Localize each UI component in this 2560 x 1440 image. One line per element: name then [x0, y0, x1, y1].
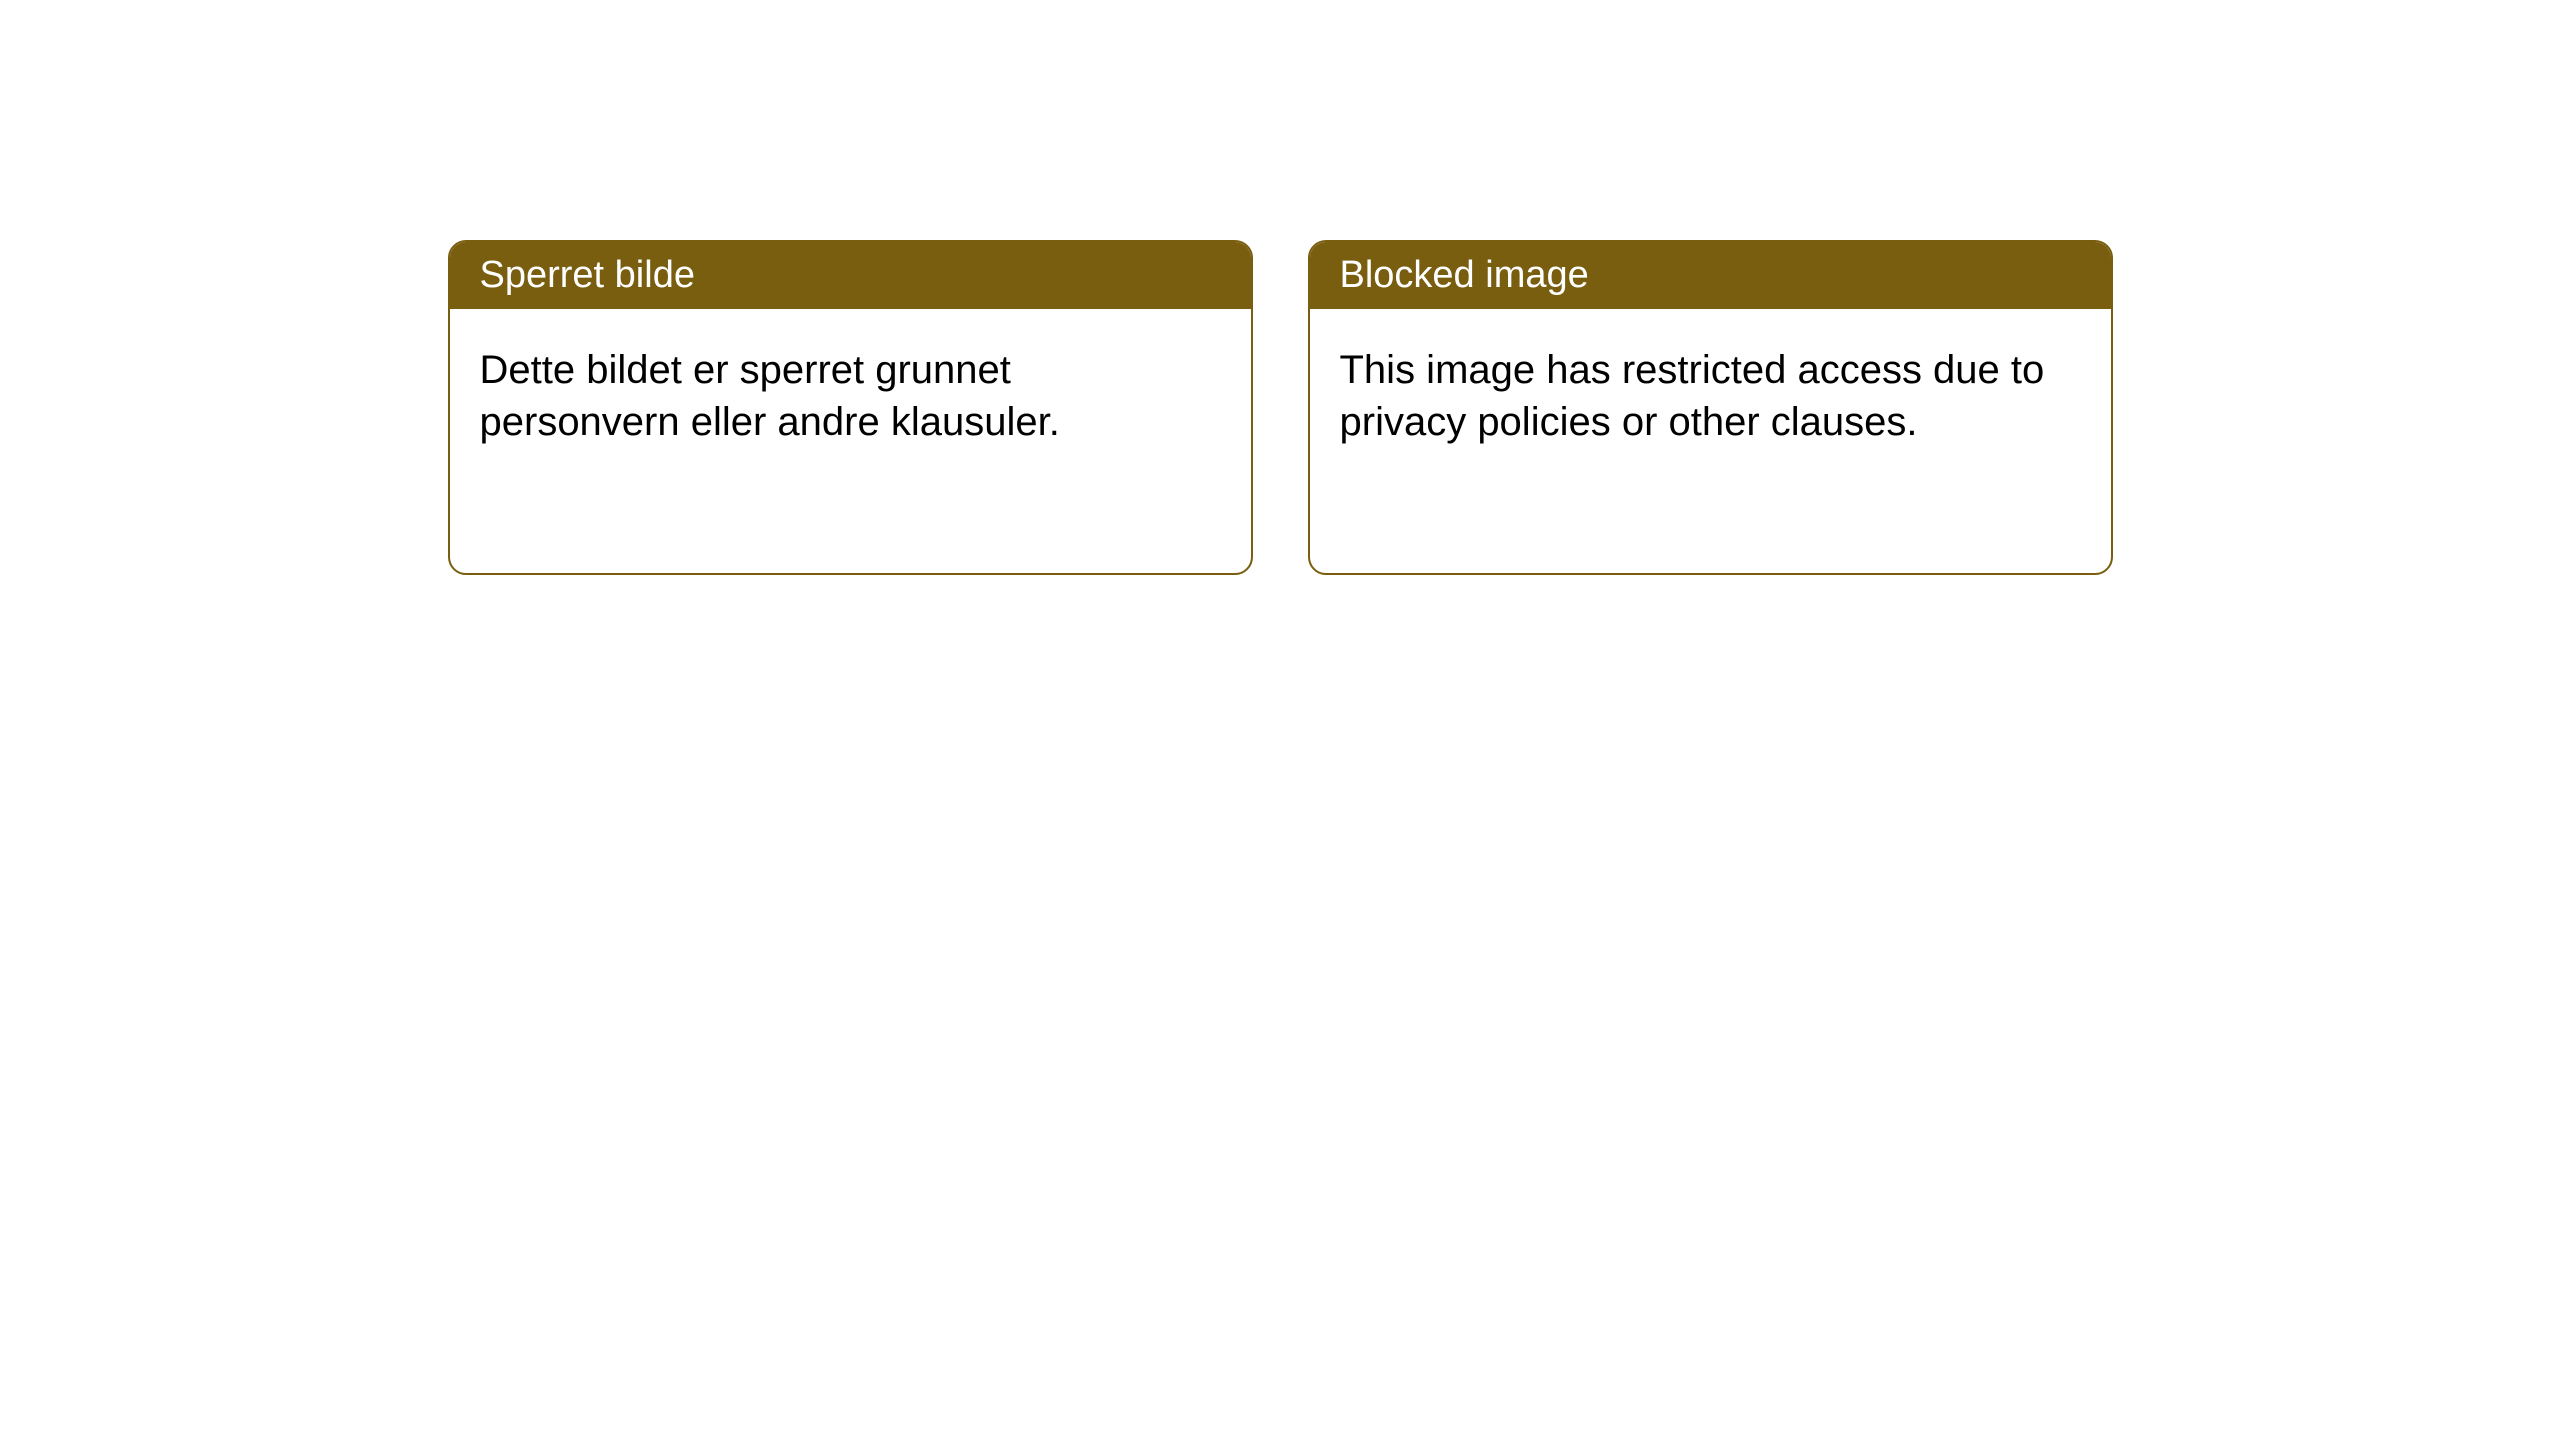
blocked-image-card-no: Sperret bilde Dette bildet er sperret gr… — [448, 240, 1253, 575]
cards-container: Sperret bilde Dette bildet er sperret gr… — [448, 240, 2113, 575]
card-title: Sperret bilde — [480, 254, 695, 296]
card-header: Blocked image — [1310, 242, 2111, 309]
card-body: This image has restricted access due to … — [1310, 309, 2111, 483]
card-title: Blocked image — [1340, 254, 1589, 296]
card-body: Dette bildet er sperret grunnet personve… — [450, 309, 1251, 483]
card-body-text: This image has restricted access due to … — [1340, 348, 2045, 444]
blocked-image-card-en: Blocked image This image has restricted … — [1308, 240, 2113, 575]
card-body-text: Dette bildet er sperret grunnet personve… — [480, 348, 1060, 444]
card-header: Sperret bilde — [450, 242, 1251, 309]
